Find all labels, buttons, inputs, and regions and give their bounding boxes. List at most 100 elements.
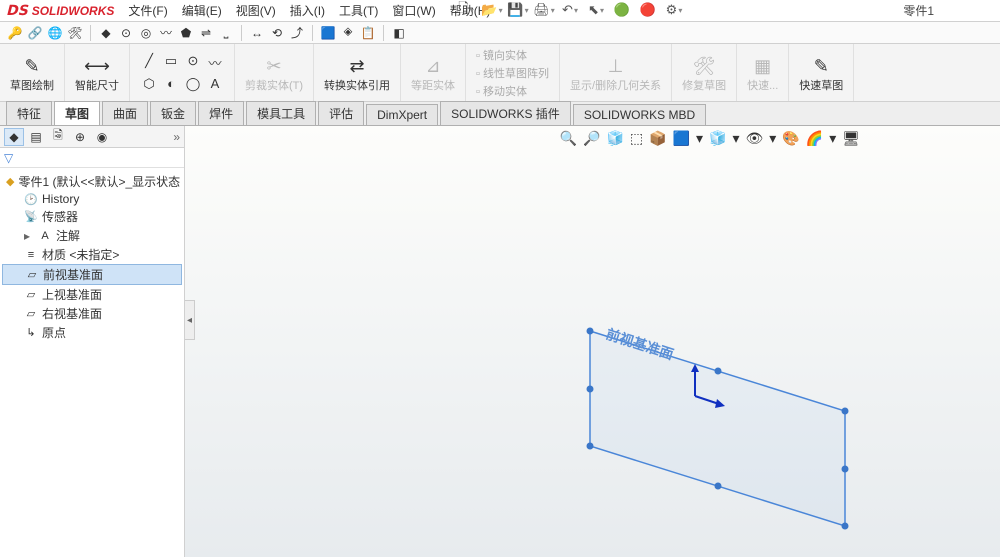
ribbon-list-item: ▫ 线性草图阵列 (476, 65, 549, 81)
tab-dimxpert[interactable]: DimXpert (366, 104, 438, 125)
quickbar-button[interactable]: 💾 (508, 1, 528, 19)
plane-handle[interactable] (587, 328, 594, 335)
ribbon-group-convert[interactable]: ⇄转换实体引用 (314, 44, 401, 101)
feature-manager-tab[interactable]: 🗟 (48, 128, 68, 146)
menu-item[interactable]: 编辑(E) (182, 2, 222, 19)
entity-tool[interactable]: ◐ (162, 76, 180, 92)
tab-weldment[interactable]: 焊件 (198, 101, 244, 125)
plane-handle[interactable] (715, 483, 722, 490)
tree-node[interactable]: ▸A注解 (2, 226, 182, 245)
command-manager-tabs: 特征草图曲面钣金焊件模具工具评估DimXpertSOLIDWORKS 插件SOL… (0, 102, 1000, 126)
tree-node[interactable]: ▱前视基准面 (2, 264, 182, 285)
toolbar-icon[interactable]: ↔ (248, 24, 266, 42)
tab-mbd[interactable]: SOLIDWORKS MBD (573, 104, 706, 125)
entity-tool[interactable]: ▭ (162, 53, 180, 72)
feature-manager-tab[interactable]: ⊕ (70, 128, 90, 146)
datum-plane[interactable] (590, 331, 845, 526)
feature-manager-tab[interactable]: ◉ (92, 128, 112, 146)
plane-handle[interactable] (715, 368, 722, 375)
side-tabs-overflow[interactable]: » (173, 130, 180, 144)
ribbon-group-rapid[interactable]: ✎快速草图 (789, 44, 854, 101)
tree-node[interactable]: ▱上视基准面 (2, 285, 182, 304)
ribbon-label: 智能尺寸 (75, 80, 119, 92)
quickbar-button[interactable]: 📂 (482, 1, 502, 19)
tree-node[interactable]: ▱右视基准面 (2, 304, 182, 323)
toolbar-icon[interactable]: 〰 (157, 24, 175, 42)
toolbar-icon[interactable]: ⤴ (288, 24, 306, 42)
toolbar-icon[interactable]: 🞛 (339, 24, 357, 42)
entity-tool[interactable]: ╱ (140, 53, 158, 72)
tree-node-icon: ▱ (24, 307, 38, 320)
tree-node[interactable]: ≡材质 <未指定> (2, 245, 182, 264)
menu-item[interactable]: 视图(V) (236, 2, 276, 19)
toolbar-icon[interactable]: 🌐 (46, 24, 64, 42)
filter-icon[interactable]: ▽ (4, 151, 13, 165)
feature-manager-tab[interactable]: ◆ (4, 128, 24, 146)
toolbar-icon[interactable]: ⎵ (217, 24, 235, 42)
tab-features[interactable]: 特征 (6, 101, 52, 125)
quickbar-button[interactable]: 🗋 (456, 1, 476, 19)
entity-tool[interactable]: A (206, 76, 224, 92)
tree-node-label: 原点 (42, 324, 66, 341)
tab-sheetmetal[interactable]: 钣金 (150, 101, 196, 125)
quickbar-button[interactable]: ↶ (560, 1, 580, 19)
toolbar-icon[interactable]: 🔑 (6, 24, 24, 42)
toolbar-icon[interactable]: 🟦 (319, 24, 337, 42)
ribbon-list-item: ▫ 镜向实体 (476, 47, 549, 63)
ribbon-group-trim: ✂剪裁实体(T) (235, 44, 314, 101)
panel-collapse-handle[interactable]: ◂ (185, 300, 195, 340)
quickbar-button[interactable]: 🖨 (534, 1, 554, 19)
menu-item[interactable]: 插入(I) (290, 2, 325, 19)
menu-item[interactable]: 工具(T) (339, 2, 378, 19)
plane-handle[interactable] (587, 443, 594, 450)
toolbar-icon[interactable]: ⊙ (117, 24, 135, 42)
filter-row: ▽ (0, 148, 184, 168)
ribbon-icon: ▦ (754, 54, 771, 80)
tab-sketch[interactable]: 草图 (54, 101, 100, 125)
toolbar-icon[interactable]: ◧ (390, 24, 408, 42)
plane-handle[interactable] (842, 408, 849, 415)
quickbar-button[interactable]: ⬉ (586, 1, 606, 19)
tree-node[interactable]: ↳原点 (2, 323, 182, 342)
toolbar-icon[interactable]: ⟲ (268, 24, 286, 42)
toolbar-icon[interactable]: ⬟ (177, 24, 195, 42)
toolbar-icon[interactable]: 🔗 (26, 24, 44, 42)
document-title: 零件1 (903, 2, 934, 19)
tree-node-label: 材质 <未指定> (42, 246, 119, 263)
expand-icon[interactable]: ▸ (24, 229, 34, 243)
ribbon-group-smartdim[interactable]: ⟷智能尺寸 (65, 44, 130, 101)
ribbon-icon: ⟷ (84, 54, 110, 80)
tab-evaluate[interactable]: 评估 (318, 101, 364, 125)
quickbar-button[interactable]: ⚙ (664, 1, 684, 19)
ribbon-group-sketch[interactable]: ✎草图绘制 (0, 44, 65, 101)
toolbar-icon[interactable]: ◆ (97, 24, 115, 42)
toolbar-icon[interactable]: 🛠 (66, 24, 84, 42)
menu-item[interactable]: 窗口(W) (392, 2, 435, 19)
tree-node[interactable]: 🕑History (2, 191, 182, 207)
ribbon-label: 剪裁实体(T) (245, 80, 303, 92)
tree-node[interactable]: 📡传感器 (2, 207, 182, 226)
toolbar-icon[interactable]: ◎ (137, 24, 155, 42)
plane-handle[interactable] (587, 386, 594, 393)
entity-tool[interactable]: ⬡ (140, 76, 158, 92)
quickbar-button[interactable]: 🔴 (638, 1, 658, 19)
menu-item[interactable]: 文件(F) (128, 2, 167, 19)
tab-addins[interactable]: SOLIDWORKS 插件 (440, 101, 571, 125)
tab-mold[interactable]: 模具工具 (246, 101, 316, 125)
ribbon-group-mirror: ▫ 镜向实体▫ 线性草图阵列▫ 移动实体 (466, 44, 560, 101)
graphics-viewport[interactable]: 🔍🔎🧊⬚📦🟦▾🧊▾👁▾🎨🌈▾🖥 前视基准面 (185, 126, 1000, 557)
entity-tool[interactable]: ◯ (184, 76, 202, 92)
entity-tool[interactable]: 〰 (206, 53, 224, 72)
toolbar-icon[interactable]: 📋 (359, 24, 377, 42)
entity-tool[interactable]: ⊙ (184, 53, 202, 72)
tree-root[interactable]: ◆零件1 (默认<<默认>_显示状态 (2, 172, 182, 191)
toolbar-icon[interactable]: ⇌ (197, 24, 215, 42)
feature-manager-tab[interactable]: ▤ (26, 128, 46, 146)
workspace: ◆▤🗟⊕◉» ▽ ◆零件1 (默认<<默认>_显示状态🕑History📡传感器▸… (0, 126, 1000, 557)
feature-manager-tab-row: ◆▤🗟⊕◉ » (0, 126, 184, 148)
plane-handle[interactable] (842, 466, 849, 473)
plane-handle[interactable] (842, 523, 849, 530)
tab-surface[interactable]: 曲面 (102, 101, 148, 125)
ribbon-group-entities[interactable]: ╱▭⊙〰 ⬡◐◯A (130, 44, 235, 101)
quickbar-button[interactable]: 🟢 (612, 1, 632, 19)
